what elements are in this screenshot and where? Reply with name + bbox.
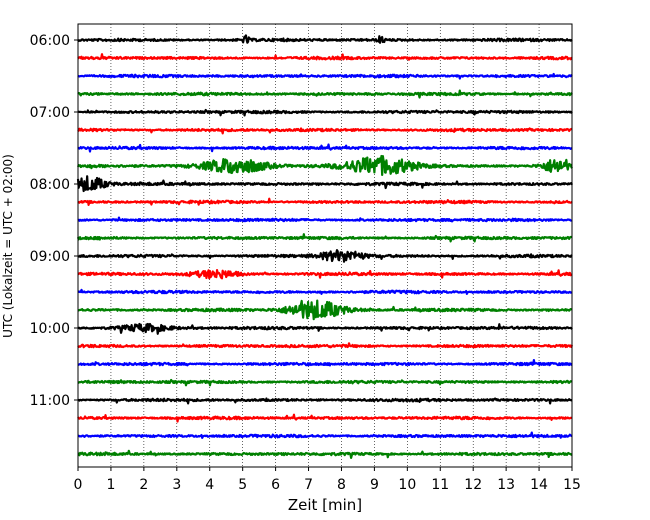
x-axis-ticks: 0 1 2 3 4 5 6 7 8 9 10 11 12 13 14 15 — [74, 467, 581, 493]
plot-frame — [77, 23, 573, 468]
trace-row — [77, 413, 573, 423]
trace-row — [77, 322, 573, 335]
trace-row — [77, 34, 573, 44]
y-tick-label: 08:00 — [30, 177, 70, 193]
trace-row — [77, 449, 573, 459]
x-tick-label: 2 — [139, 477, 148, 493]
trace-row — [77, 342, 574, 349]
x-tick-label: 11 — [431, 477, 449, 493]
x-tick-label: 15 — [563, 477, 581, 493]
trace-row — [77, 216, 573, 223]
x-axis-label: Zeit [min] — [288, 496, 362, 514]
x-tick-label: 13 — [497, 477, 515, 493]
x-tick-label: 14 — [530, 477, 548, 493]
trace-row — [77, 299, 573, 321]
trace-row — [76, 175, 574, 193]
trace-row — [77, 89, 573, 99]
trace-row — [77, 127, 573, 135]
y-tick-label: 10:00 — [30, 321, 70, 337]
x-tick-label: 9 — [370, 477, 379, 493]
y-axis-ticks: 06:00 07:00 08:00 09:00 10:00 11:00 — [30, 33, 78, 409]
trace-row — [77, 143, 573, 153]
x-tick-label: 8 — [337, 477, 346, 493]
y-tick-label: 11:00 — [30, 393, 70, 409]
y-tick-label: 09:00 — [30, 249, 70, 265]
trace-row — [77, 53, 573, 61]
x-tick-label: 1 — [106, 477, 115, 493]
seismic-traces — [76, 34, 574, 459]
x-tick-label: 10 — [398, 477, 416, 493]
y-axis-label: UTC (Lokalzeit = UTC + 02:00) — [1, 154, 15, 338]
y-tick-label: 07:00 — [30, 105, 70, 121]
trace-row — [77, 431, 573, 439]
x-tick-label: 3 — [172, 477, 181, 493]
x-tick-label: 6 — [271, 477, 280, 493]
trace-row — [77, 268, 573, 280]
trace-row — [77, 197, 573, 206]
x-tick-label: 7 — [304, 477, 313, 493]
trace-row — [77, 378, 573, 387]
trace-row — [77, 249, 573, 263]
x-tick-label: 12 — [464, 477, 482, 493]
x-tick-label: 5 — [238, 477, 247, 493]
trace-row — [77, 358, 573, 367]
grid-lines — [110, 24, 540, 467]
trace-row — [77, 397, 573, 405]
trace-row — [76, 233, 573, 243]
x-tick-label: 0 — [74, 477, 83, 493]
trace-row — [77, 108, 573, 117]
x-tick-label: 4 — [205, 477, 214, 493]
y-tick-label: 06:00 — [30, 33, 70, 49]
trace-row — [77, 288, 573, 295]
trace-row — [77, 72, 573, 80]
trace-row — [76, 154, 573, 177]
